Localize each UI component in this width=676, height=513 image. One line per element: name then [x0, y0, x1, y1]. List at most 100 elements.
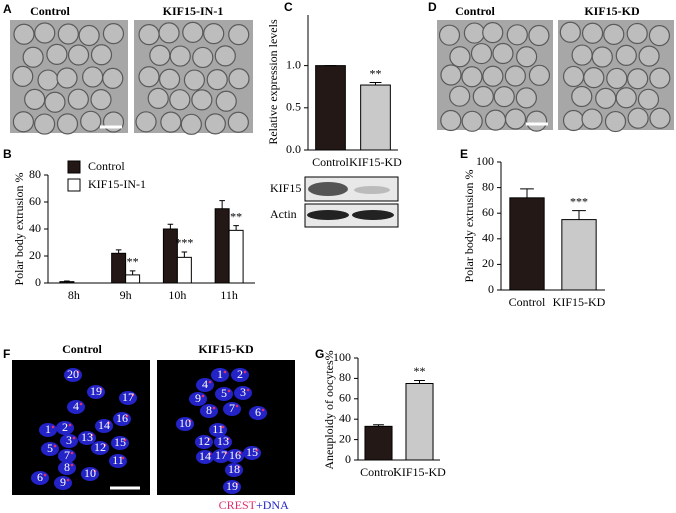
chromosome-number: 19 — [226, 479, 238, 493]
significance: ** — [127, 255, 139, 269]
chromosome-number: 11 — [212, 422, 224, 436]
panel-letter: G — [315, 347, 324, 361]
x-tick-label: 11h — [220, 288, 238, 302]
y-tick-label: 0.0 — [286, 142, 301, 156]
image-label: Control — [62, 342, 102, 356]
chromosome-number: 5 — [47, 441, 53, 455]
chromosome-number: 12 — [198, 434, 210, 448]
bar — [364, 425, 393, 461]
kinetochore — [207, 437, 211, 441]
chromosome-number: 17 — [215, 448, 227, 462]
kinetochore — [208, 452, 212, 456]
y-tick-label: 100 — [476, 154, 494, 168]
chromosome-number: 17 — [122, 390, 134, 404]
panel-letter: D — [428, 0, 437, 14]
x-tick-label: 8h — [68, 288, 80, 302]
kinetochore — [79, 402, 83, 406]
y-tick-label: 80 — [482, 179, 494, 193]
oocyte — [13, 23, 35, 45]
oocyte — [449, 85, 471, 107]
chromosome-number: 13 — [81, 430, 93, 444]
chromosome-number: 19 — [90, 384, 102, 398]
chromosome-number: 8 — [206, 403, 212, 417]
oocyte — [182, 21, 204, 43]
chromosome-number: 11 — [112, 453, 124, 467]
kinetochore — [255, 448, 259, 452]
y-tick-label: 60 — [482, 205, 494, 219]
chromosome-number: 7 — [229, 401, 235, 415]
kinetochore — [221, 425, 225, 429]
oocyte — [482, 65, 504, 87]
oocyte — [528, 64, 551, 86]
oocyte — [228, 68, 250, 90]
oocyte — [571, 44, 593, 66]
oocyte — [214, 45, 236, 67]
significance: ** — [230, 209, 242, 223]
oocyte — [484, 109, 507, 131]
oocyte — [228, 23, 250, 46]
y-axis-label: Aneuploidy of oocytes% — [322, 350, 336, 469]
error-bar — [373, 424, 384, 427]
oocyte — [525, 110, 548, 132]
oocyte — [606, 67, 628, 90]
oocyte — [90, 44, 113, 66]
chromosome-number: 15 — [114, 435, 126, 449]
oocyte — [583, 67, 605, 89]
bar — [360, 84, 391, 151]
oocyte — [438, 24, 461, 46]
oocyte — [227, 111, 249, 133]
band — [307, 210, 349, 220]
kinetochore — [53, 444, 57, 448]
oocyte — [603, 23, 625, 46]
panel-letter: F — [3, 347, 10, 361]
significance: ** — [414, 364, 426, 378]
oocyte — [80, 110, 102, 132]
oocyte — [463, 22, 486, 44]
y-tick-label: 0 — [488, 282, 494, 296]
kinetochore — [261, 408, 265, 412]
error-bar — [167, 223, 174, 229]
y-tick-label: 0.5 — [286, 100, 301, 114]
y-tick-label: 40 — [339, 411, 351, 425]
oocyte — [46, 43, 68, 65]
oocyte — [215, 90, 237, 112]
chromosome-number: 15 — [246, 445, 258, 459]
y-axis-label: Polar body extrusion % — [462, 170, 476, 283]
oocyte — [44, 91, 66, 113]
error-bar — [219, 200, 225, 209]
error-bar — [414, 379, 425, 384]
chromosome-number: 4 — [202, 377, 208, 391]
kinetochore — [107, 421, 111, 425]
kinetochore — [70, 463, 74, 467]
stain-label: +DNA — [256, 498, 289, 512]
y-tick-label: 20 — [482, 256, 494, 270]
y-axis-label: Polar body extrusion % — [12, 173, 26, 286]
x-tick-label: Control — [360, 465, 397, 479]
oocyte — [204, 113, 226, 135]
x-tick-label: Control — [509, 295, 546, 309]
chromosome-number: 8 — [64, 460, 70, 474]
oocyte — [102, 67, 124, 89]
kinetochore — [70, 451, 74, 455]
oocyte — [470, 42, 493, 65]
stain-label: CREST — [219, 498, 257, 512]
oocyte — [604, 110, 627, 133]
chromosome-number: 3 — [240, 385, 246, 399]
kinetochore — [201, 394, 205, 398]
error-bar — [181, 251, 188, 258]
kinetochore — [66, 478, 70, 482]
oocyte — [591, 46, 613, 68]
kinetochore — [99, 387, 103, 391]
chromosome-number: 9 — [195, 391, 201, 405]
oocyte — [82, 66, 104, 88]
oocyte — [504, 108, 527, 130]
blot-label: Actin — [270, 207, 297, 221]
oocyte — [57, 23, 79, 45]
chromosome-number: 2 — [237, 367, 243, 381]
oocyte — [169, 45, 191, 67]
chromosome-number: 18 — [228, 462, 240, 476]
oocyte — [37, 69, 59, 91]
y-tick-label: 40 — [482, 231, 494, 245]
significance: *** — [175, 236, 193, 250]
